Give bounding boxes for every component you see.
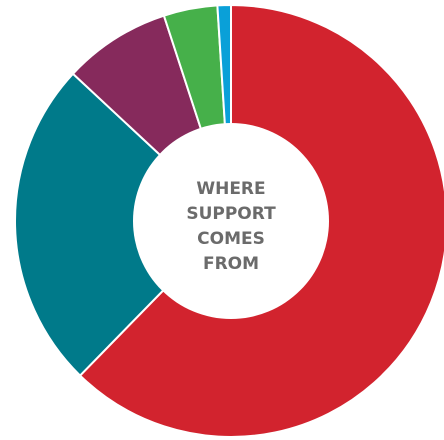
donut-slice-2	[14, 72, 232, 377]
donut-hole	[133, 123, 329, 319]
center-label-line-3: COMES	[197, 229, 265, 249]
center-label-line-1: WHERE	[196, 179, 265, 199]
center-label-line-2: SUPPORT	[186, 204, 276, 224]
center-label-line-4: FROM	[203, 254, 259, 274]
center-label: WHERE SUPPORT COMES FROM	[186, 179, 276, 274]
